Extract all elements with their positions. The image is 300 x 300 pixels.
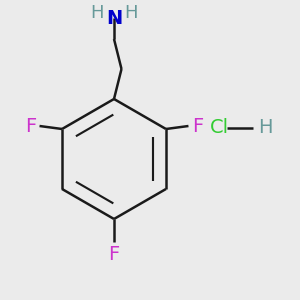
Text: F: F <box>192 116 203 136</box>
Text: H: H <box>91 4 104 22</box>
Text: Cl: Cl <box>210 118 229 137</box>
Text: F: F <box>108 245 120 264</box>
Text: N: N <box>106 8 122 28</box>
Text: F: F <box>25 116 36 136</box>
Text: H: H <box>258 118 272 137</box>
Text: H: H <box>124 4 137 22</box>
